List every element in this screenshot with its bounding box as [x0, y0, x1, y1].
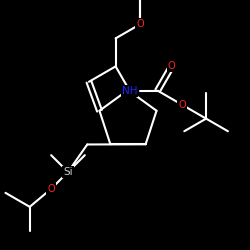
Text: O: O	[136, 20, 144, 30]
Text: O: O	[178, 100, 186, 110]
Text: Si: Si	[63, 167, 73, 177]
Text: O: O	[168, 62, 175, 72]
Text: NH: NH	[122, 86, 137, 96]
Text: O: O	[47, 184, 55, 194]
